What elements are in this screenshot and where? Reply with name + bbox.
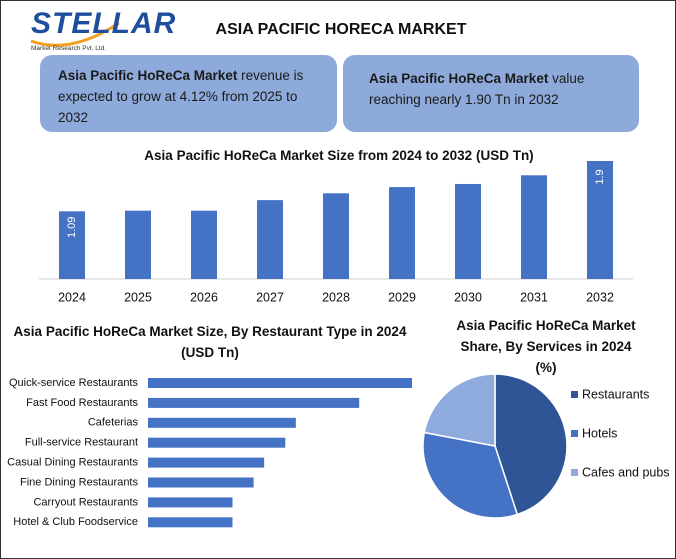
info-box: Asia Pacific HoReCa Market value reachin… [343,55,639,132]
bar [148,517,233,528]
x-tick-label: 2032 [586,290,614,304]
info-box: Asia Pacific HoReCa Market revenue is ex… [40,55,337,132]
legend-label: Hotels [582,426,617,440]
chart-title: Asia Pacific HoReCa Market Size from 202… [144,148,534,163]
y-tick-label: Fast Food Restaurants [26,397,138,409]
x-tick-label: 2029 [388,290,416,304]
pie-slice [494,373,568,516]
info-text: value reaching nearly 1.90 Tn in 2032 [369,71,585,107]
x-tick-label: 2027 [256,290,284,304]
value-label: 1.9 [594,169,606,184]
legend-swatch [571,391,578,398]
bar [587,161,613,279]
page-title: ASIA PACIFIC HORECA MARKET [215,21,467,38]
logo-subtitle: Market Research Pvt. Ltd. [31,45,107,52]
bar [323,193,349,279]
bar [148,457,265,468]
y-tick-label: Full-service Restaurant [25,437,138,449]
bar [125,210,151,279]
bar [148,497,233,508]
y-tick-label: Cafeterias [88,417,139,429]
logo-arc [30,21,120,47]
x-tick-label: 2025 [124,290,152,304]
info-text: revenue is expected to grow at 4.12% fro… [58,68,304,125]
legend-label: Cafes and pubs [582,465,670,479]
legend-swatch [571,430,578,437]
y-tick-label: Hotel & Club Foodservice [13,516,138,528]
bar [521,175,547,279]
info-bold: Asia Pacific HoReCa Market [58,68,238,83]
pie-slice [422,431,519,519]
chart-title: Asia Pacific HoReCa Market Size, By Rest… [13,324,407,360]
bar [148,378,412,388]
legend-swatch [571,469,578,476]
bar [148,417,296,428]
x-tick-label: 2026 [190,290,218,304]
x-tick-label: 2028 [322,290,350,304]
bar [148,477,254,488]
legend-label: Restaurants [582,387,649,401]
bar [148,437,286,448]
chart-title: Asia Pacific HoReCa Market Share, By Ser… [456,318,636,375]
logo: STELLAR [31,7,177,40]
y-tick-label: Quick-service Restaurants [9,377,138,389]
bar [59,211,85,279]
bar [389,187,415,279]
value-label: 1.09 [66,217,78,238]
bar [455,183,481,279]
x-tick-label: 2030 [454,290,482,304]
y-tick-label: Fine Dining Restaurants [20,476,139,488]
y-tick-label: Casual Dining Restaurants [7,457,138,469]
bar [257,200,283,279]
pie-slice [423,373,496,447]
y-tick-label: Carryout Restaurants [33,496,138,508]
bar [148,397,360,408]
x-tick-label: 2031 [520,290,548,304]
info-bold: Asia Pacific HoReCa Market [369,71,549,86]
x-tick-label: 2024 [58,290,86,304]
bar [191,210,217,279]
